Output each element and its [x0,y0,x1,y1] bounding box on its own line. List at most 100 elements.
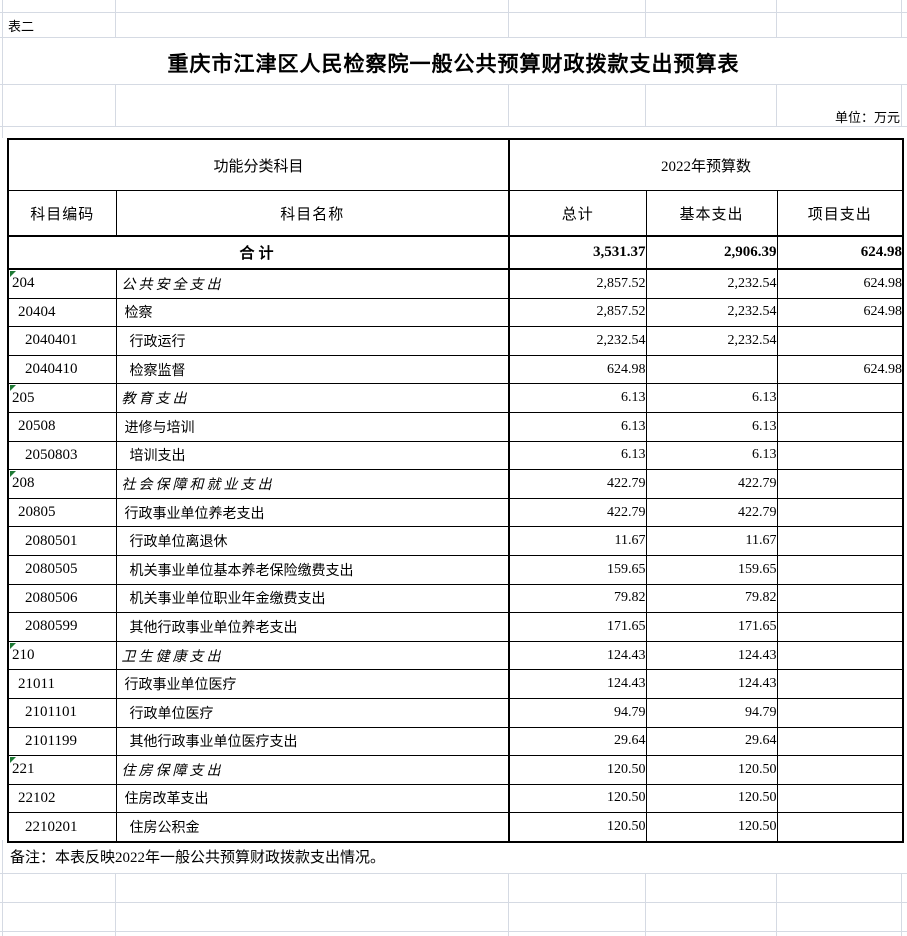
subject-code-cell[interactable]: 20404 [7,297,117,328]
basic-value-cell[interactable]: 171.65 [645,612,778,642]
subject-name-cell[interactable]: 行政运行 [115,326,510,356]
basic-value-cell[interactable]: 29.64 [645,726,778,757]
subject-name-cell[interactable]: 行政单位离退休 [115,526,510,556]
project-value-cell[interactable] [776,726,904,757]
grand-total-basic[interactable]: 2,906.39 [645,235,778,270]
project-value-cell[interactable] [776,783,904,814]
total-value-cell[interactable]: 124.43 [508,669,647,699]
total-value-cell[interactable]: 2,232.54 [508,326,647,356]
total-value-cell[interactable]: 159.65 [508,554,647,585]
subject-name-cell[interactable]: 教育支出 [115,383,510,413]
project-value-cell[interactable]: 624.98 [776,297,904,328]
total-value-cell[interactable]: 2,857.52 [508,297,647,328]
subject-code-cell[interactable]: 2080506 [7,583,117,614]
subject-code-cell[interactable]: 2080505 [7,554,117,585]
subject-code-cell[interactable]: 2040410 [7,354,117,385]
subject-code-cell[interactable]: 205 [7,383,117,413]
total-value-cell[interactable]: 120.50 [508,783,647,814]
basic-value-cell[interactable]: 6.13 [645,440,778,471]
subject-name-cell[interactable]: 其他行政事业单位养老支出 [115,612,510,642]
basic-value-cell[interactable] [645,354,778,385]
project-value-cell[interactable] [776,497,904,528]
column-header-basic-expense[interactable]: 基本支出 [645,190,778,237]
total-value-cell[interactable]: 422.79 [508,497,647,528]
total-value-cell[interactable]: 29.64 [508,726,647,757]
subject-name-cell[interactable]: 住房公积金 [115,812,510,843]
project-value-cell[interactable] [776,554,904,585]
subject-code-cell[interactable]: 210 [7,640,117,671]
subject-code-cell[interactable]: 20805 [7,497,117,528]
subject-name-cell[interactable]: 卫生健康支出 [115,640,510,671]
subject-code-cell[interactable]: 21011 [7,669,117,699]
basic-value-cell[interactable]: 11.67 [645,526,778,556]
subject-name-cell[interactable]: 社会保障和就业支出 [115,469,510,499]
basic-value-cell[interactable]: 94.79 [645,697,778,728]
unit-label[interactable]: 单位：万元 [834,110,900,125]
subject-code-cell[interactable]: 221 [7,755,117,785]
subject-name-cell[interactable]: 机关事业单位职业年金缴费支出 [115,583,510,614]
subject-code-cell[interactable]: 2050803 [7,440,117,471]
subject-code-cell[interactable]: 204 [7,268,117,299]
project-value-cell[interactable] [776,526,904,556]
footnote[interactable]: 备注：本表反映2022年一般公共预算财政拨款支出情况。 [10,850,386,866]
total-value-cell[interactable]: 171.65 [508,612,647,642]
total-value-cell[interactable]: 124.43 [508,640,647,671]
basic-value-cell[interactable]: 124.43 [645,669,778,699]
subject-code-cell[interactable]: 2080599 [7,612,117,642]
project-value-cell[interactable] [776,755,904,785]
basic-value-cell[interactable]: 422.79 [645,497,778,528]
project-value-cell[interactable] [776,640,904,671]
subject-name-cell[interactable]: 行政事业单位医疗 [115,669,510,699]
total-value-cell[interactable]: 6.13 [508,411,647,442]
basic-value-cell[interactable]: 120.50 [645,755,778,785]
grand-total-project[interactable]: 624.98 [776,235,904,270]
total-value-cell[interactable]: 79.82 [508,583,647,614]
column-header-subject-name[interactable]: 科目名称 [115,190,510,237]
subject-name-cell[interactable]: 培训支出 [115,440,510,471]
total-value-cell[interactable]: 6.13 [508,440,647,471]
project-value-cell[interactable] [776,812,904,843]
subject-code-cell[interactable]: 2101199 [7,726,117,757]
grand-total-total[interactable]: 3,531.37 [508,235,647,270]
total-value-cell[interactable]: 422.79 [508,469,647,499]
total-value-cell[interactable]: 11.67 [508,526,647,556]
table-number-cell[interactable]: 表二 [8,19,35,34]
subject-name-cell[interactable]: 公共安全支出 [115,268,510,299]
header-functional-classification[interactable]: 功能分类科目 [7,138,510,191]
basic-value-cell[interactable]: 422.79 [645,469,778,499]
column-header-project-expense[interactable]: 项目支出 [776,190,904,237]
basic-value-cell[interactable]: 2,232.54 [645,268,778,299]
subject-name-cell[interactable]: 机关事业单位基本养老保险缴费支出 [115,554,510,585]
subject-name-cell[interactable]: 行政事业单位养老支出 [115,497,510,528]
subject-code-cell[interactable]: 20508 [7,411,117,442]
basic-value-cell[interactable]: 6.13 [645,383,778,413]
subject-code-cell[interactable]: 2080501 [7,526,117,556]
project-value-cell[interactable] [776,469,904,499]
basic-value-cell[interactable]: 124.43 [645,640,778,671]
header-2022-budget[interactable]: 2022年预算数 [508,138,904,191]
total-value-cell[interactable]: 2,857.52 [508,268,647,299]
subject-name-cell[interactable]: 检察监督 [115,354,510,385]
project-value-cell[interactable]: 624.98 [776,354,904,385]
subject-name-cell[interactable]: 其他行政事业单位医疗支出 [115,726,510,757]
total-value-cell[interactable]: 120.50 [508,812,647,843]
basic-value-cell[interactable]: 120.50 [645,812,778,843]
total-value-cell[interactable]: 120.50 [508,755,647,785]
subject-name-cell[interactable]: 住房保障支出 [115,755,510,785]
page-title[interactable]: 重庆市江津区人民检察院一般公共预算财政拨款支出预算表 [167,52,740,76]
basic-value-cell[interactable]: 2,232.54 [645,297,778,328]
subject-name-cell[interactable]: 检察 [115,297,510,328]
project-value-cell[interactable] [776,411,904,442]
column-header-subject-code[interactable]: 科目编码 [7,190,117,237]
basic-value-cell[interactable]: 2,232.54 [645,326,778,356]
project-value-cell[interactable] [776,440,904,471]
project-value-cell[interactable] [776,583,904,614]
subject-code-cell[interactable]: 2210201 [7,812,117,843]
basic-value-cell[interactable]: 6.13 [645,411,778,442]
basic-value-cell[interactable]: 120.50 [645,783,778,814]
project-value-cell[interactable] [776,383,904,413]
project-value-cell[interactable]: 624.98 [776,268,904,299]
project-value-cell[interactable] [776,669,904,699]
subject-code-cell[interactable]: 208 [7,469,117,499]
subject-code-cell[interactable]: 2101101 [7,697,117,728]
